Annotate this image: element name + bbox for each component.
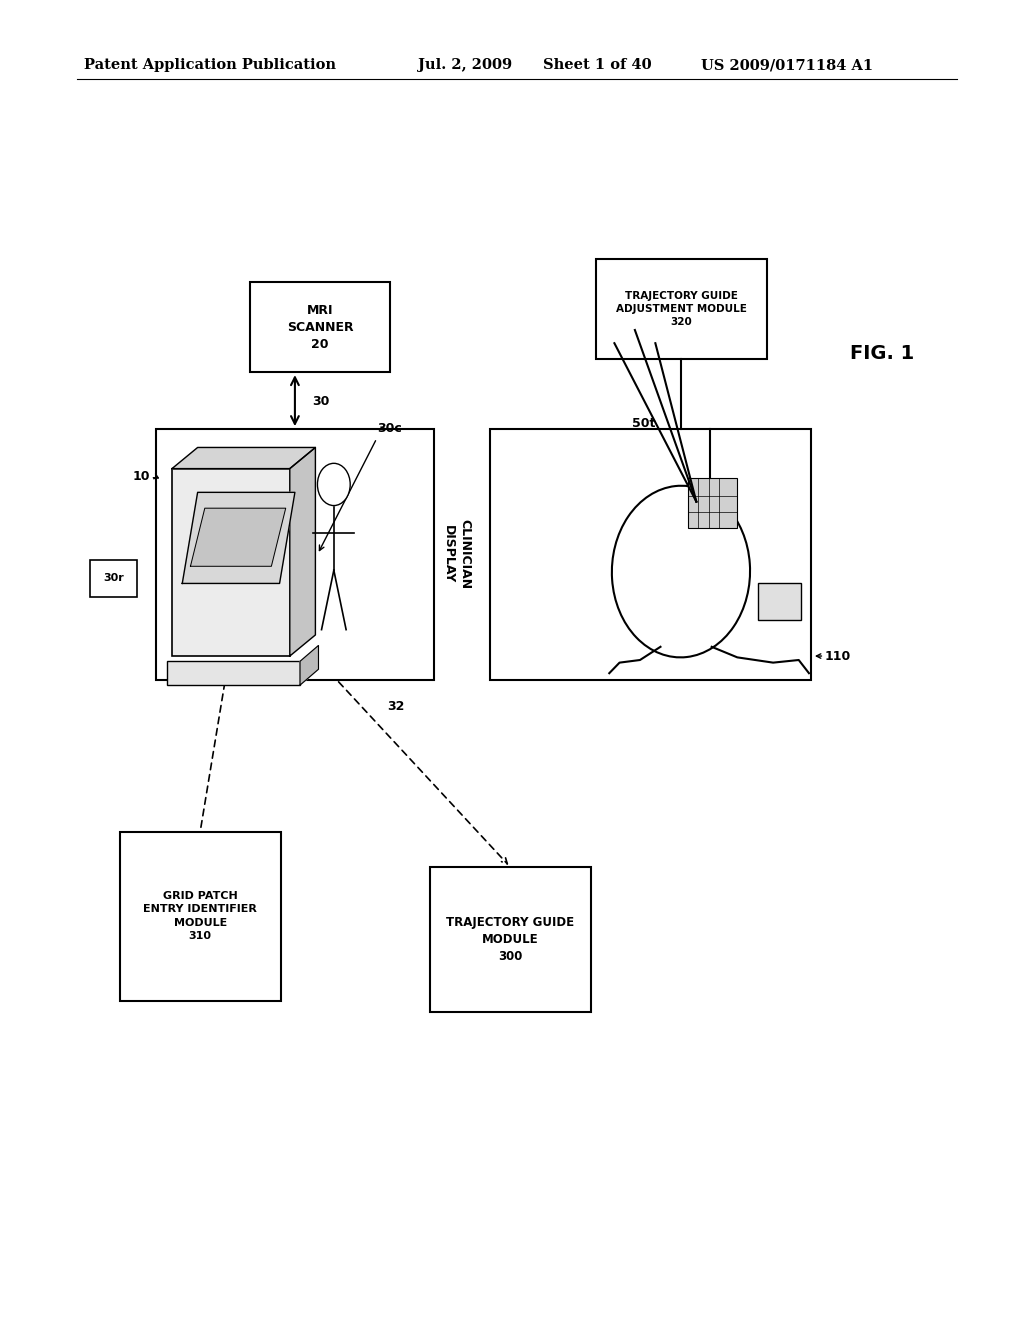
Text: TRAJECTORY GUIDE
MODULE
300: TRAJECTORY GUIDE MODULE 300 <box>446 916 574 964</box>
Text: Jul. 2, 2009: Jul. 2, 2009 <box>418 58 512 73</box>
Polygon shape <box>190 508 286 566</box>
Bar <box>167 661 300 685</box>
Ellipse shape <box>612 486 750 657</box>
Text: 32: 32 <box>387 700 404 713</box>
Bar <box>596 259 767 359</box>
Text: 30: 30 <box>312 395 330 408</box>
Bar <box>90 560 137 597</box>
Text: 110: 110 <box>824 649 851 663</box>
Bar <box>430 867 591 1012</box>
Text: Patent Application Publication: Patent Application Publication <box>84 58 336 73</box>
Bar <box>156 429 434 680</box>
Bar <box>172 469 290 656</box>
Text: Sheet 1 of 40: Sheet 1 of 40 <box>543 58 651 73</box>
Text: TRAJECTORY GUIDE
ADJUSTMENT MODULE
320: TRAJECTORY GUIDE ADJUSTMENT MODULE 320 <box>616 290 746 327</box>
Polygon shape <box>172 447 315 469</box>
Text: 30r: 30r <box>103 573 124 583</box>
Text: GRID PATCH
ENTRY IDENTIFIER
MODULE
310: GRID PATCH ENTRY IDENTIFIER MODULE 310 <box>143 891 257 941</box>
Bar <box>758 583 801 620</box>
Text: MRI
SCANNER
20: MRI SCANNER 20 <box>287 304 353 351</box>
Bar <box>688 478 737 528</box>
Bar <box>490 429 811 680</box>
Text: 50t: 50t <box>632 417 655 430</box>
Text: 30c: 30c <box>377 422 401 436</box>
Text: CLINICIAN
DISPLAY: CLINICIAN DISPLAY <box>441 519 472 590</box>
Bar <box>250 282 390 372</box>
Bar <box>120 832 281 1001</box>
Polygon shape <box>290 447 315 656</box>
Text: US 2009/0171184 A1: US 2009/0171184 A1 <box>701 58 873 73</box>
Polygon shape <box>300 645 318 685</box>
Polygon shape <box>182 492 295 583</box>
Text: FIG. 1: FIG. 1 <box>850 345 914 363</box>
Text: 10: 10 <box>132 470 151 483</box>
Circle shape <box>317 463 350 506</box>
